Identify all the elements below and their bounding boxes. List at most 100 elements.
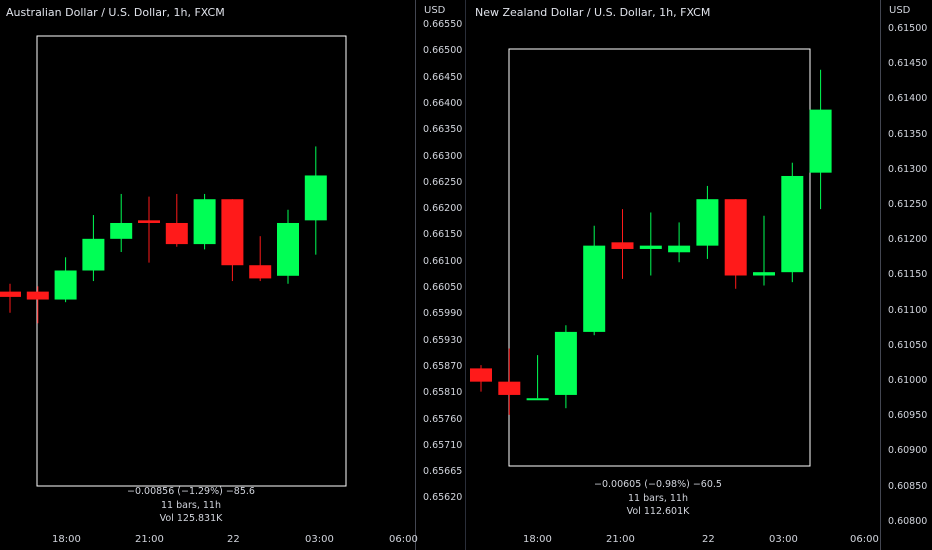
right-candle[interactable] [498,348,521,415]
right-candle[interactable] [554,325,577,409]
left-currency-label: USD [424,5,446,16]
right-candle[interactable] [526,355,549,401]
right-candle-body [696,199,719,246]
left-price-tick: 0.66100 [423,255,463,267]
right-candle-body [753,272,775,276]
left-price-tick: 0.66500 [423,45,463,57]
left-candlestick-chart[interactable] [0,0,415,530]
right-time-tick: 21:00 [606,534,635,545]
left-candle[interactable] [249,236,272,282]
left-candle-body [249,265,272,279]
left-price-tick: 0.66450 [423,71,463,83]
left-price-axis[interactable]: USD 0.66550 0.66500 0.66450 0.66400 0.66350 0… [416,0,465,550]
right-candle-body [583,245,606,332]
right-price-tick: 0.60900 [888,445,928,457]
left-price-tick: 0.66050 [423,282,463,293]
right-time-tick: 18:00 [523,534,552,545]
left-candle-body [277,222,299,276]
left-date-range-box[interactable] [36,35,347,487]
left-candle-body [82,238,105,271]
left-price-tick: 0.66250 [423,176,463,188]
right-price-tick: 0.61000 [888,375,928,386]
right-candle[interactable] [639,212,662,276]
right-price-tick: 0.61050 [888,339,928,351]
left-candle-body [165,222,188,245]
right-price-tick: 0.61300 [888,163,928,175]
left-price-tick: 0.65620 [423,492,463,504]
right-time-tick: 06:00 [850,534,879,545]
left-candle[interactable] [26,286,49,324]
right-date-range-box[interactable] [508,48,811,467]
right-candle-body [809,109,832,173]
right-price-axis-divider [880,0,881,550]
right-candle[interactable] [724,199,747,289]
pane-separator[interactable] [465,0,466,550]
left-time-tick: 06:00 [389,534,418,545]
right-range-change: −0.00605 (−0.98%) −60.5 [594,479,722,490]
right-range-volume: Vol 112.601K [626,506,690,517]
right-chart-title: New Zealand Dollar / U.S. Dollar, 1h, FX… [475,6,711,19]
right-candle[interactable] [668,222,691,263]
right-candle[interactable] [696,185,719,259]
left-price-tick: 0.65710 [423,439,463,451]
left-price-tick: 0.65810 [423,387,463,399]
left-price-tick: 0.66400 [423,97,463,109]
right-price-tick: 0.61100 [888,304,928,316]
right-price-tick: 0.61450 [888,58,928,70]
right-candle-body [668,245,691,253]
right-price-tick: 0.60800 [888,515,928,527]
right-candle-body [611,242,634,249]
left-time-tick: 18:00 [52,534,81,545]
right-candlestick-chart[interactable] [466,0,880,530]
left-candle-body [54,270,77,300]
left-candle-body [221,199,244,266]
left-candle-body [193,199,216,245]
left-candle-body [304,175,327,221]
right-price-tick: 0.61200 [888,234,928,246]
left-candle[interactable] [0,283,21,313]
right-chart-pane[interactable]: New Zealand Dollar / U.S. Dollar, 1h, FX… [466,0,932,550]
right-candle-body [526,398,549,401]
left-candle[interactable] [82,215,105,282]
right-candle[interactable] [583,225,606,336]
left-candle[interactable] [54,257,77,303]
left-candle[interactable] [110,193,133,253]
left-price-tick: 0.66350 [423,124,463,136]
left-price-tick: 0.65930 [423,334,463,346]
right-price-tick: 0.60950 [888,410,928,422]
left-price-tick: 0.65990 [423,308,463,320]
right-price-tick: 0.61150 [888,269,928,281]
left-candle[interactable] [277,209,299,284]
right-candle-body [781,175,804,273]
right-range-bars: 11 bars, 11h [628,492,688,504]
right-price-tick: 0.61250 [888,199,928,210]
right-candle[interactable] [809,69,832,210]
right-candle[interactable] [611,209,634,279]
left-candle[interactable] [304,146,327,255]
left-chart-title: Australian Dollar / U.S. Dollar, 1h, FXC… [6,6,225,19]
left-candle[interactable] [165,193,188,247]
left-time-tick: 21:00 [135,534,164,545]
left-range-stats: −0.00856 (−1.29%) −85.6 11 bars, 11h Vol… [96,485,286,526]
right-currency-label: USD [889,5,911,16]
left-price-tick: 0.66300 [423,150,463,162]
right-candle[interactable] [470,365,492,392]
left-price-axis-divider [415,0,416,550]
left-candle[interactable] [193,193,216,250]
left-candle[interactable] [138,196,160,263]
right-price-tick: 0.61400 [888,93,928,105]
right-price-tick: 0.61350 [888,128,928,140]
left-candle-body [26,291,49,300]
left-price-tick: 0.66550 [423,19,463,30]
right-price-tick: 0.61500 [888,23,928,34]
left-price-tick: 0.66200 [423,203,463,215]
left-candle[interactable] [221,199,244,282]
left-chart-pane[interactable]: Australian Dollar / U.S. Dollar, 1h, FXC… [0,0,465,550]
left-price-tick: 0.66150 [423,229,463,241]
right-range-stats: −0.00605 (−0.98%) −60.5 11 bars, 11h Vol… [563,478,753,519]
left-time-tick: 22 [227,534,240,545]
right-candle[interactable] [781,162,804,283]
right-price-axis[interactable]: USD 0.61500 0.61450 0.61400 0.61350 0.61300 0… [881,0,932,550]
right-candle[interactable] [753,215,775,286]
left-range-bars: 11 bars, 11h [161,499,221,511]
